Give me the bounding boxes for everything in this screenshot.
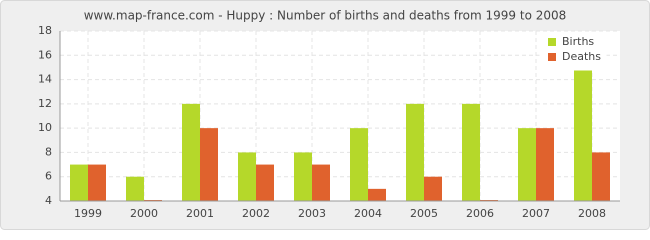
bar bbox=[294, 152, 312, 201]
x-tick-label: 2000 bbox=[130, 207, 158, 220]
legend-swatch bbox=[548, 53, 556, 61]
bar bbox=[592, 152, 610, 201]
y-tick-label: 8 bbox=[45, 145, 52, 158]
bar bbox=[406, 103, 424, 201]
x-tick-label: 2006 bbox=[466, 207, 494, 220]
legend-swatch bbox=[548, 38, 556, 46]
bar bbox=[574, 55, 592, 202]
chart: www.map-france.com - Huppy : Number of b… bbox=[0, 0, 650, 230]
bar bbox=[238, 152, 256, 201]
bar bbox=[518, 128, 536, 201]
x-tick-label: 2004 bbox=[354, 207, 382, 220]
bar bbox=[424, 176, 442, 201]
bar bbox=[368, 188, 386, 201]
legend-label: Births bbox=[562, 35, 594, 48]
bar bbox=[88, 164, 106, 201]
y-tick-label: 18 bbox=[38, 24, 52, 37]
bar bbox=[70, 164, 88, 201]
y-tick-label: 12 bbox=[38, 97, 52, 110]
x-tick-label: 1999 bbox=[74, 207, 102, 220]
bar bbox=[312, 164, 330, 201]
y-tick-label: 4 bbox=[45, 194, 52, 207]
y-tick-label: 14 bbox=[38, 73, 52, 86]
x-tick-label: 2002 bbox=[242, 207, 270, 220]
chart-title: www.map-france.com - Huppy : Number of b… bbox=[84, 9, 567, 23]
y-tick-label: 16 bbox=[38, 48, 52, 61]
bar bbox=[126, 176, 144, 201]
x-tick-label: 2005 bbox=[410, 207, 438, 220]
y-tick-label: 6 bbox=[45, 170, 52, 183]
x-tick-label: 2007 bbox=[522, 207, 550, 220]
x-tick-label: 2001 bbox=[186, 207, 214, 220]
x-tick-label: 2008 bbox=[578, 207, 606, 220]
x-tick-label: 2003 bbox=[298, 207, 326, 220]
bar bbox=[182, 103, 200, 201]
bar bbox=[536, 128, 554, 201]
legend-label: Deaths bbox=[562, 50, 601, 63]
y-tick-label: 10 bbox=[38, 121, 52, 134]
bar bbox=[462, 103, 480, 201]
bar bbox=[200, 128, 218, 201]
bar bbox=[350, 128, 368, 201]
bar bbox=[256, 164, 274, 201]
